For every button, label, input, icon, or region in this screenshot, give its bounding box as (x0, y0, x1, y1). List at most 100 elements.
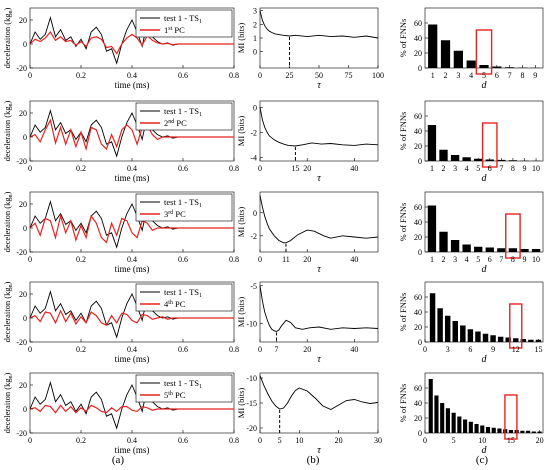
x-tick-label: 0 (28, 345, 32, 354)
x-axis-label: time (ms) (115, 354, 150, 364)
mi-curve (259, 107, 379, 147)
x-tick-label: 8 (520, 71, 524, 80)
legend-label-signal: test 1 - TS1 (164, 287, 202, 299)
fnn-bar (482, 333, 489, 342)
fnn-bar (428, 24, 438, 68)
x-tick-label: 40 (350, 164, 358, 173)
y-tick-label: 20 (19, 381, 27, 390)
fnn-bar (490, 335, 496, 342)
x-tick-label: 0.4 (127, 71, 137, 80)
panel-label-b: (b) (307, 454, 320, 466)
fnn-bar (434, 395, 439, 433)
y-tick-label: 40 (414, 218, 422, 227)
fnn-bar (450, 240, 460, 252)
fnn-bar (452, 321, 458, 342)
legend-pc-number: 1 (164, 25, 168, 35)
legend-label-pc: 2nd PC (164, 118, 187, 128)
fnn-bar (491, 427, 496, 433)
chart-14: 0 3 6 9 12 15 0 20 40 60 d % of FNNs (398, 281, 544, 365)
x-tick-label: 11 (282, 255, 290, 264)
x-tick-label: 10 (478, 436, 486, 445)
y-tick-label: -20 (16, 157, 27, 166)
fnn-bar (467, 329, 474, 342)
x-tick-label: 0.6 (178, 436, 188, 445)
y-axis-label-sub: n (8, 194, 14, 197)
plot-frame (259, 281, 379, 343)
x-tick-label: 9 (522, 255, 526, 264)
y-axis-label-text: deceleraiton (kg (2, 106, 12, 162)
y-tick-label: 0 (418, 338, 422, 347)
fnn-bar (505, 337, 511, 342)
x-axis-label: τ (317, 173, 321, 184)
x-tick-label: 0.2 (76, 345, 86, 354)
x-tick-label: 4 (469, 71, 473, 80)
x-tick-label: 15 (507, 436, 515, 445)
x-tick-label: 5 (476, 255, 480, 264)
y-axis-label-sub: n (8, 103, 14, 106)
chart-6: 0 25 50 75 100 0 1 2 3 τ MI (bits) (236, 7, 384, 91)
x-tick-label: 0 (258, 255, 262, 264)
x-tick-label: 3 (446, 345, 450, 354)
fnn-bar (439, 149, 448, 161)
legend-signal-text: test 1 - TS (164, 106, 199, 116)
x-tick-label: 6 (488, 255, 492, 264)
y-tick-label: 60 (414, 112, 422, 121)
y-tick-label: 0 (23, 40, 27, 49)
y-axis-label: deceleraiton (kgn) (2, 281, 14, 342)
fnn-bar (453, 50, 463, 68)
x-axis-label: τ (317, 354, 321, 365)
y-axis-label-text: deceleraiton (kg (2, 378, 12, 434)
pc-line (29, 404, 234, 414)
legend-signal-text: test 1 - TS (164, 13, 199, 23)
y-tick-label: 40 (414, 127, 422, 136)
fnn-bar (440, 403, 445, 433)
plot-frame (259, 100, 379, 162)
x-axis-label: time (ms) (115, 173, 150, 183)
x-tick-label: 20 (335, 436, 343, 445)
x-tick-label: 0.4 (127, 255, 137, 264)
legend-pc-sup: th (168, 300, 173, 306)
y-tick-label: -4 (250, 153, 257, 162)
x-tick-label: 20 (303, 164, 311, 173)
y-tick-label: 40 (414, 34, 422, 43)
x-axis-label: d (482, 445, 488, 456)
x-tick-label: 6 (495, 71, 499, 80)
x-tick-label: 0 (258, 164, 262, 173)
legend-pc-number: 5 (164, 390, 168, 400)
plot-frame (259, 191, 379, 253)
legend-label-signal: test 1 - TS1 (164, 197, 202, 209)
y-tick-label: 60 (414, 19, 422, 28)
legend-signal-text: test 1 - TS (164, 378, 199, 388)
x-tick-label: 6 (488, 164, 492, 173)
x-tick-label: 0.8 (229, 436, 239, 445)
y-axis-label-close: ) (2, 191, 12, 194)
y-axis-label: % of FNNs (398, 384, 408, 423)
fnn-bar (528, 339, 534, 342)
x-tick-label: 0.4 (127, 164, 137, 173)
fnn-bar (444, 315, 451, 342)
legend-pc-suffix: PC (173, 209, 186, 219)
y-axis-label: deceleraiton (kgn) (2, 100, 14, 161)
y-axis-label-sub: n (8, 375, 14, 378)
legend-label-pc: 3rd PC (164, 209, 186, 219)
y-axis-label-close: ) (2, 281, 12, 284)
y-axis-label-text: deceleraiton (kg (2, 287, 12, 343)
x-tick-label: 40 (350, 345, 358, 354)
fnn-bar (497, 336, 504, 342)
x-tick-label: 10 (532, 255, 540, 264)
fnn-bar (485, 427, 491, 433)
legend-label-signal: test 1 - TS1 (164, 378, 202, 390)
x-tick-label: 0.2 (76, 436, 86, 445)
fnn-bar (466, 60, 476, 68)
x-tick-label: 15 (534, 345, 542, 354)
x-tick-label: 3 (456, 71, 460, 80)
fnn-bar (457, 416, 462, 433)
x-axis-label: d (482, 80, 488, 91)
y-tick-label: -15 (246, 399, 257, 408)
x-axis-label: τ (317, 445, 321, 456)
legend-box (135, 193, 233, 222)
plot-frame (259, 7, 379, 69)
